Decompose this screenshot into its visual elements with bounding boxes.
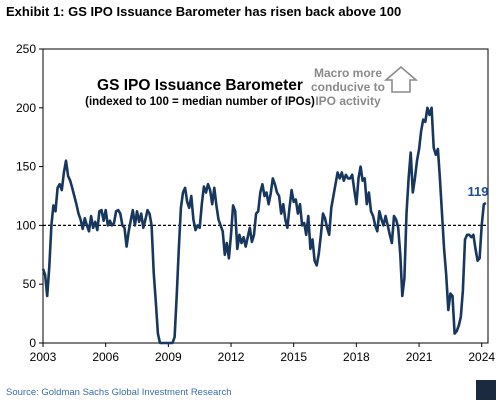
y-tick-label: 0	[29, 336, 36, 350]
x-tick-label: 2018	[343, 350, 370, 364]
annotation-line-3: IPO activity	[315, 94, 381, 108]
y-tick-label: 150	[16, 160, 36, 174]
chart-title: GS IPO Issuance Barometer	[97, 77, 303, 94]
line-chart: 0 50 100 150 200 250 2003 2006 2009 2012 2015 2018…	[16, 42, 495, 364]
y-tick-label: 50	[23, 277, 37, 291]
exhibit-title: Exhibit 1: GS IPO Issuance Barometer has…	[6, 4, 402, 19]
y-axis: 0 50 100 150 200 250	[16, 42, 43, 350]
x-tick-label: 2021	[406, 350, 433, 364]
gs-logo	[476, 380, 496, 400]
x-axis: 2003 2006 2009 2012 2015 2018 2021 2024	[30, 343, 495, 364]
series-line-barometer	[41, 106, 487, 345]
x-tick-label: 2003	[30, 350, 57, 364]
y-tick-label: 250	[16, 42, 36, 56]
x-tick-label: 2024	[468, 350, 495, 364]
x-tick-label: 2012	[218, 350, 245, 364]
annotation-line-2: conducive to	[311, 80, 385, 94]
plot-frame	[42, 48, 489, 344]
y-tick-label: 200	[16, 101, 36, 115]
annotation-line-1: Macro more	[314, 66, 382, 80]
up-arrow-icon	[383, 65, 419, 93]
x-tick-label: 2015	[280, 350, 307, 364]
annotation: Macro more conducive to IPO activity	[311, 66, 385, 108]
chart-subtitle: (indexed to 100 = median number of IPOs)	[85, 96, 315, 108]
source-note: Source: Goldman Sachs Global Investment …	[6, 387, 232, 398]
y-tick-label: 100	[16, 218, 36, 232]
x-tick-label: 2006	[92, 350, 119, 364]
end-value-label: 119	[468, 184, 489, 199]
x-tick-label: 2009	[155, 350, 182, 364]
